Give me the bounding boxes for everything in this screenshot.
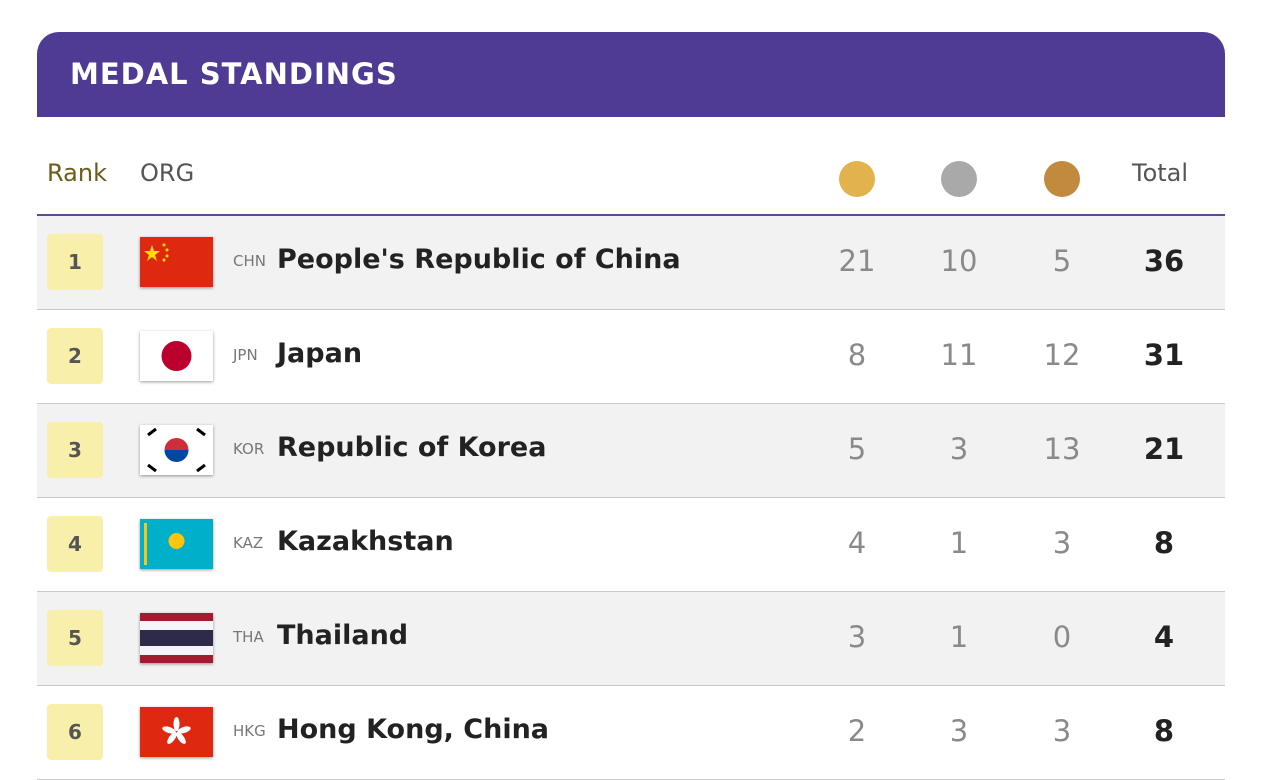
country-name: Japan bbox=[277, 338, 363, 369]
header: MEDAL STANDINGS bbox=[37, 32, 1225, 117]
medal-card: MEDAL STANDINGS Rank ORG Total 1 CHN Peopl… bbox=[37, 32, 1225, 780]
flag bbox=[140, 425, 213, 475]
silver-count: 10 bbox=[940, 244, 978, 278]
silver-count: 3 bbox=[949, 714, 969, 748]
total-header: Total bbox=[1132, 159, 1189, 187]
flag bbox=[140, 707, 213, 757]
total-count: 4 bbox=[1153, 620, 1175, 654]
table-row: 1 CHN People's Republic of China 21 10 5 36 bbox=[37, 216, 1225, 310]
rows: 1 CHN People's Republic of China 21 10 5 36 2 JP… bbox=[37, 216, 1225, 780]
silver-count: 1 bbox=[949, 620, 969, 654]
rank-badge: 2 bbox=[47, 328, 103, 384]
flag bbox=[140, 519, 213, 569]
gold-icon bbox=[839, 161, 875, 197]
country-name: Hong Kong, China bbox=[277, 714, 550, 745]
total-count: 36 bbox=[1143, 244, 1185, 278]
total-count: 21 bbox=[1143, 432, 1185, 466]
gold-count: 3 bbox=[847, 620, 867, 654]
gold-count: 2 bbox=[847, 714, 867, 748]
gold-count: 8 bbox=[847, 338, 867, 372]
gold-count: 21 bbox=[838, 244, 876, 278]
bronze-count: 12 bbox=[1043, 338, 1081, 372]
country-code: KAZ bbox=[233, 534, 264, 552]
bronze-count: 3 bbox=[1052, 714, 1072, 748]
rank-badge: 6 bbox=[47, 704, 103, 760]
bronze-count: 0 bbox=[1052, 620, 1072, 654]
total-count: 8 bbox=[1153, 526, 1175, 560]
flag-image bbox=[140, 519, 213, 569]
total-count: 31 bbox=[1143, 338, 1185, 372]
table-row: 5 THA Thailand 3 1 0 4 bbox=[37, 592, 1225, 686]
country-name: Thailand bbox=[277, 620, 409, 651]
flag-image bbox=[140, 613, 213, 663]
rank-badge: 4 bbox=[47, 516, 103, 572]
org-header: ORG bbox=[140, 159, 195, 187]
country-name: Kazakhstan bbox=[277, 526, 454, 557]
country-name: People's Republic of China bbox=[277, 244, 681, 275]
gold-count: 4 bbox=[847, 526, 867, 560]
country-code: HKG bbox=[233, 722, 266, 740]
rank-badge: 1 bbox=[47, 234, 103, 290]
bronze-count: 13 bbox=[1043, 432, 1081, 466]
total-count: 8 bbox=[1153, 714, 1175, 748]
silver-count: 11 bbox=[940, 338, 978, 372]
table-row: 6 HKG Hong Kong, China 2 3 3 8 bbox=[37, 686, 1225, 780]
table-row: 4 KAZ Kazakhstan 4 1 3 8 bbox=[37, 498, 1225, 592]
rank-header: Rank bbox=[47, 159, 107, 187]
bronze-icon bbox=[1044, 161, 1080, 197]
column-header: Rank ORG Total bbox=[37, 117, 1225, 216]
country-code: KOR bbox=[233, 440, 265, 458]
country-code: THA bbox=[233, 628, 264, 646]
country-code: JPN bbox=[233, 346, 258, 364]
bronze-count: 5 bbox=[1052, 244, 1072, 278]
page: MEDAL STANDINGS Rank ORG Total 1 CHN Peopl… bbox=[37, 32, 1225, 780]
silver-icon bbox=[941, 161, 977, 197]
gold-count: 5 bbox=[847, 432, 867, 466]
flag-image bbox=[140, 331, 213, 381]
flag bbox=[140, 237, 213, 287]
country-name: Republic of Korea bbox=[277, 432, 547, 463]
table-row: 3 KOR Republic of Korea 5 3 13 21 bbox=[37, 404, 1225, 498]
rank-badge: 3 bbox=[47, 422, 103, 478]
flag-image bbox=[140, 707, 213, 757]
flag bbox=[140, 331, 213, 381]
bronze-count: 3 bbox=[1052, 526, 1072, 560]
table-row: 2 JPN Japan 8 11 12 31 bbox=[37, 310, 1225, 404]
flag-image bbox=[140, 425, 213, 475]
flag bbox=[140, 613, 213, 663]
rank-badge: 5 bbox=[47, 610, 103, 666]
silver-count: 3 bbox=[949, 432, 969, 466]
silver-count: 1 bbox=[949, 526, 969, 560]
flag-image bbox=[140, 237, 213, 287]
country-code: CHN bbox=[233, 252, 266, 270]
